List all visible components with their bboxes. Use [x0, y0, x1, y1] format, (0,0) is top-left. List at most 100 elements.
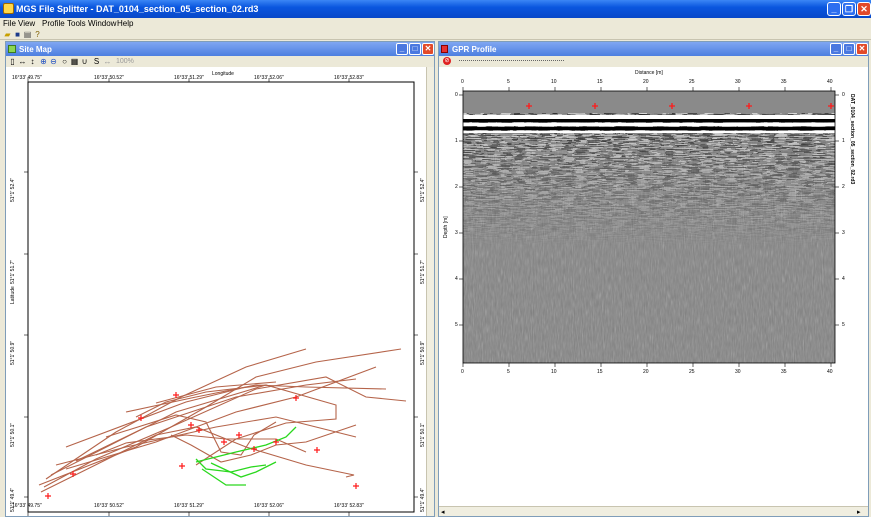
x-tick-top: 40	[827, 79, 833, 85]
pan-horizontal-icon[interactable]: ↔	[18, 57, 27, 66]
lat-tick-left: 51°1' 52.4"	[10, 177, 16, 202]
lon-tick-top: 16°33' 52.06"	[254, 75, 284, 81]
x-tick-bottom: 0	[461, 369, 464, 375]
gpr-markers	[526, 103, 834, 109]
gpr-minimize-button[interactable]: _	[830, 43, 842, 55]
gpr-close-button[interactable]: ✕	[856, 43, 868, 55]
circle-select-icon[interactable]: ○	[62, 57, 67, 66]
depth-label: Depth [m]	[443, 216, 449, 238]
zoom-out-icon[interactable]: ⊖	[50, 57, 57, 66]
pan-vertical-icon[interactable]: ↕	[30, 57, 35, 66]
site-map-window: Site Map _ □ ✕ ▯ ↔ ↕ ⊕ ⊖ ○ ▦ ∪ S ↔ 100%	[5, 41, 435, 517]
depth-tick-left: 0	[455, 92, 458, 98]
x-tick-bottom: 20	[643, 369, 649, 375]
restore-button[interactable]: ❐	[842, 2, 856, 16]
lon-tick-bottom: 16°33' 51.29"	[174, 503, 204, 509]
depth-tick-left: 5	[455, 322, 458, 328]
site-map-close-button[interactable]: ✕	[422, 43, 434, 55]
close-button[interactable]: ✕	[857, 2, 871, 16]
depth-tick-right: 0	[842, 92, 845, 98]
lon-tick-top: 16°33' 52.83"	[334, 75, 364, 81]
menu-file[interactable]: File	[3, 19, 16, 28]
scroll-right-icon[interactable]: ▸	[857, 509, 861, 516]
help-icon[interactable]: ?	[35, 30, 40, 39]
latitude-label: Latitude	[10, 286, 16, 304]
menu-bar: File View Profile Tools Window Help	[0, 18, 871, 29]
x-tick-top: 25	[689, 79, 695, 85]
grid-icon[interactable]: ▦	[70, 57, 79, 66]
stop-icon[interactable]: ⊘	[443, 57, 451, 65]
position-slider[interactable]	[459, 60, 564, 63]
x-tick-top: 5	[507, 79, 510, 85]
site-map-maximize-button[interactable]: □	[409, 43, 421, 55]
main-toolbar: ▰ ■ ▤ ?	[0, 29, 871, 40]
site-map-title: Site Map	[19, 45, 52, 54]
fit-icon[interactable]: ↔	[103, 57, 112, 66]
depth-tick-left: 2	[455, 184, 458, 190]
radargram-frame	[462, 90, 836, 364]
site-map-scrollbar[interactable]	[426, 67, 434, 516]
site-map-titlebar: Site Map _ □ ✕	[6, 42, 434, 56]
depth-tick-right: 4	[842, 276, 845, 282]
track-markers	[45, 392, 359, 499]
lon-tick-bottom: 16°33' 52.83"	[334, 503, 364, 509]
selected-track	[195, 426, 297, 486]
menu-help[interactable]: Help	[117, 19, 134, 28]
x-tick-bottom: 5	[507, 369, 510, 375]
longitude-label: Longitude	[212, 71, 234, 77]
profile-file-label: DAT_0104_section_05_section_02.rd3	[849, 94, 855, 185]
app-titlebar: MGS File Splitter - DAT_0104_section_05_…	[0, 0, 871, 18]
lat-tick-left: 51°1' 50.1"	[10, 422, 16, 447]
gpr-maximize-button[interactable]: □	[843, 43, 855, 55]
depth-tick-right: 1	[842, 138, 845, 144]
depth-tick-right: 5	[842, 322, 845, 328]
lat-tick-left: 51°1' 50.9"	[10, 340, 16, 365]
gpr-icon	[441, 45, 448, 53]
lat-tick-left: 51°1' 51.7"	[10, 259, 16, 284]
menu-window[interactable]: Window	[88, 19, 117, 28]
x-tick-bottom: 15	[597, 369, 603, 375]
snap-icon[interactable]: S	[93, 57, 100, 66]
union-icon[interactable]: ∪	[81, 57, 88, 66]
gpr-titlebar: GPR Profile _ □ ✕	[439, 42, 868, 56]
minimize-button[interactable]: _	[827, 2, 841, 16]
depth-tick-left: 3	[455, 230, 458, 236]
depth-tick-left: 4	[455, 276, 458, 282]
gpr-plot[interactable]	[439, 67, 868, 517]
menu-tools[interactable]: Tools	[67, 19, 86, 28]
x-tick-top: 0	[461, 79, 464, 85]
x-tick-top: 20	[643, 79, 649, 85]
x-tick-bottom: 35	[781, 369, 787, 375]
x-tick-bottom: 30	[735, 369, 741, 375]
gps-tracks	[38, 348, 407, 493]
open-icon[interactable]: ▰	[4, 30, 11, 39]
menu-view[interactable]: View	[18, 19, 36, 28]
x-tick-bottom: 25	[689, 369, 695, 375]
app-icon	[3, 3, 14, 14]
site-map-minimize-button[interactable]: _	[396, 43, 408, 55]
x-tick-top: 10	[551, 79, 557, 85]
lon-tick-top: 16°33' 51.29"	[174, 75, 204, 81]
lon-tick-top: 16°33' 50.52"	[94, 75, 124, 81]
gpr-profile-window: GPR Profile _ □ ✕ ⊘	[438, 41, 869, 517]
gpr-horizontal-scrollbar[interactable]: ◂ ▸	[439, 506, 868, 516]
print-icon[interactable]: ▤	[23, 30, 32, 39]
menu-profile[interactable]: Profile	[42, 19, 65, 28]
new-doc-icon[interactable]: ▯	[10, 57, 15, 66]
site-map-plot[interactable]	[6, 67, 434, 517]
x-tick-top: 35	[781, 79, 787, 85]
save-icon[interactable]: ■	[15, 30, 20, 39]
gpr-title: GPR Profile	[452, 45, 497, 54]
scroll-left-icon[interactable]: ◂	[441, 509, 445, 516]
x-tick-top: 30	[735, 79, 741, 85]
lon-tick-bottom: 16°33' 52.06"	[254, 503, 284, 509]
gpr-toolbar: ⊘	[439, 56, 868, 67]
radargram-bands	[463, 113, 835, 248]
lon-tick-top: 16°33' 49.75"	[12, 75, 42, 81]
zoom-in-icon[interactable]: ⊕	[40, 57, 47, 66]
x-tick-top: 15	[597, 79, 603, 85]
distance-label: Distance [m]	[635, 70, 663, 76]
radargram-airwave	[463, 91, 835, 113]
map-icon	[8, 45, 16, 53]
site-map-toolbar: ▯ ↔ ↕ ⊕ ⊖ ○ ▦ ∪ S ↔ 100%	[6, 56, 434, 67]
